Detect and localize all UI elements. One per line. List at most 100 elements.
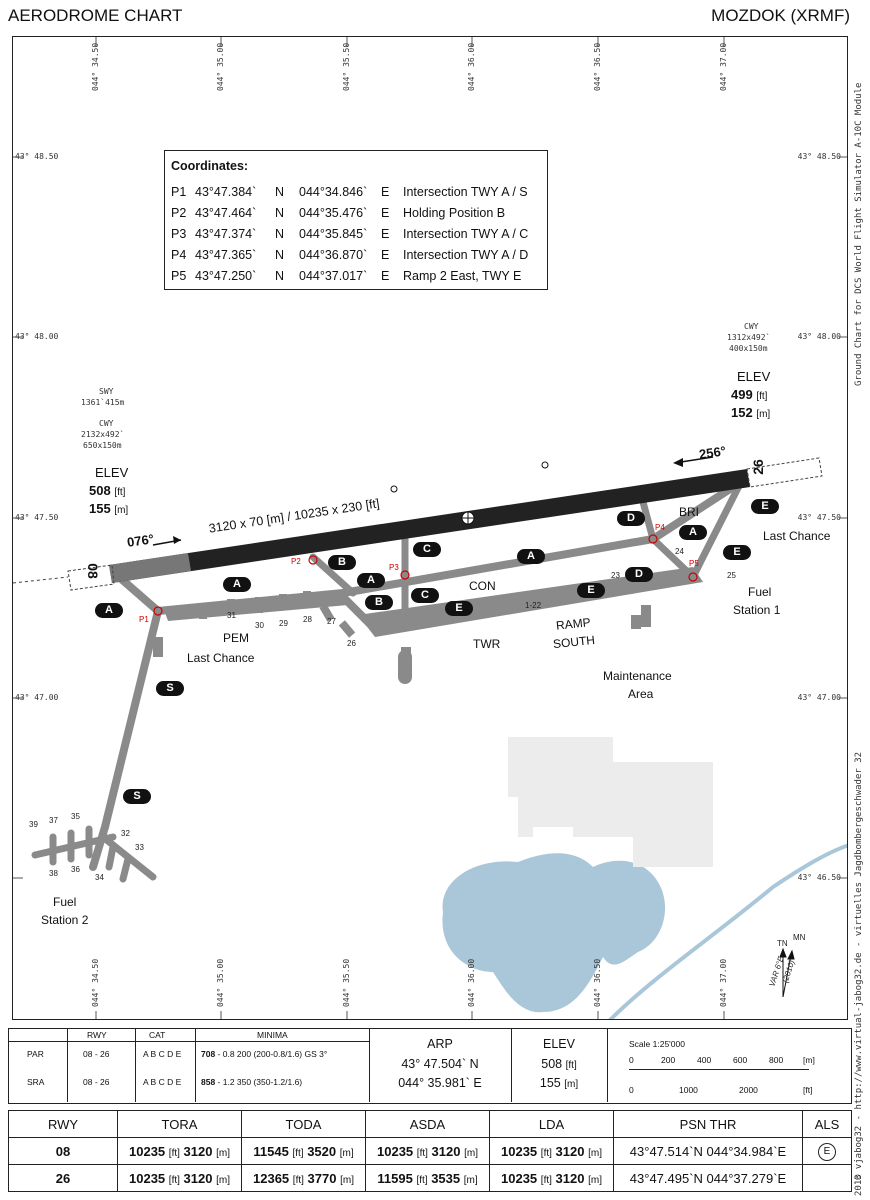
stand-number: 36 <box>71 865 80 874</box>
cwy-west-dim2: 650x150m <box>83 441 122 450</box>
cwy-west-label: CWY <box>99 419 114 428</box>
north-arrows <box>779 947 795 998</box>
stand-number: 31 <box>227 611 236 620</box>
maintenance-a: Maintenance <box>603 669 672 683</box>
lat-label-1: 43° 48.50 <box>15 152 59 161</box>
lon-label-1: 044° 34.50 <box>91 42 100 91</box>
arp-lat: 43° 47.504` N <box>401 1057 479 1071</box>
lat-label-5: 43° 46.50 <box>797 873 841 882</box>
minima-header-cat: CAT <box>149 1030 166 1040</box>
lon-label-2b: 044° 35.00 <box>216 958 225 1007</box>
point-label: P1 <box>139 615 149 624</box>
side-product: Ground Chart for DCS World Flight Simula… <box>854 82 864 386</box>
stand-number: 26 <box>347 639 356 648</box>
point-label: P2 <box>291 557 301 566</box>
minima-sra-value: 858 - 1.2 350 (350-1.2/1.6) <box>201 1077 303 1087</box>
cwy-east-dim1: 1312x492` <box>727 333 771 342</box>
lon-label-6: 044° 37.00 <box>719 42 728 91</box>
mn-label: MN <box>793 933 806 942</box>
elev-east-ft: 499 [ft] <box>731 387 768 402</box>
lat-label-3: 43° 47.50 <box>15 513 59 522</box>
point-label: P4 <box>655 523 665 532</box>
taxiway-badge: B <box>365 595 393 610</box>
minima-header-rwy: RWY <box>87 1030 107 1040</box>
side-credit: © vjabog32 - http://www.virtual-jabog32.… <box>854 751 864 1180</box>
runway <box>13 457 823 591</box>
fuel-station-1-b: Station 1 <box>733 603 781 617</box>
stand-number: 32 <box>121 829 130 838</box>
taxiway-badge: E <box>445 601 473 616</box>
cwy-east-label: CWY <box>744 322 759 331</box>
elev-m: 155 [m] <box>539 1076 579 1090</box>
map-graphics <box>13 37 847 1019</box>
runway-number-west: 08 <box>84 563 101 579</box>
minima-sra-type: SRA <box>27 1077 45 1087</box>
coordinates-title: Coordinates: <box>171 159 249 173</box>
con-label: CON <box>469 579 496 593</box>
lon-label-3b: 044° 35.50 <box>342 958 351 1007</box>
swy-dim: 1361`415m <box>81 398 125 407</box>
lon-label-4: 044° 36.00 <box>467 42 476 91</box>
elev-east-m: 152 [m] <box>731 405 771 420</box>
taxiway-badge: D <box>625 567 653 582</box>
stand-number: 33 <box>135 843 144 852</box>
scale-title: Scale 1:25'000 <box>629 1039 685 1049</box>
maintenance-b: Area <box>628 687 654 701</box>
taxiway-badge: S <box>156 681 184 696</box>
lon-label-3: 044° 35.50 <box>342 42 351 91</box>
als-badge: E <box>818 1142 836 1161</box>
lon-label-4b: 044° 36.00 <box>467 958 476 1007</box>
pem-label: PEM <box>223 631 250 645</box>
fuel-station-1-a: Fuel <box>748 585 772 599</box>
arp-title: ARP <box>427 1037 453 1051</box>
minima-header-minima: MINIMA <box>257 1030 288 1040</box>
lat-label-2: 43° 48.00 <box>15 332 59 341</box>
point-label: P3 <box>389 563 399 572</box>
lat-label-2r: 43° 48.00 <box>797 332 841 341</box>
stand-number: 30 <box>255 621 264 630</box>
taxiway-badge: E <box>751 499 779 514</box>
minima-sra-cat: A B C D E <box>143 1077 182 1087</box>
stand-number: 23 <box>611 571 620 580</box>
stand-number: 38 <box>49 869 58 878</box>
table-row: 26 10235 [ft] 3120 [m] 12365 [ft] 3770 [… <box>8 1164 852 1192</box>
runway-number-east: 26 <box>749 459 766 475</box>
cwy-east-dim2: 400x150m <box>729 344 768 353</box>
lon-label-5: 044° 36.50 <box>593 42 602 91</box>
taxiway-badge: A <box>679 525 707 540</box>
tn-label: TN <box>777 939 788 948</box>
stand-number: 34 <box>95 873 104 882</box>
minima-par-value: 708 - 0.8 200 (200-0.8/1.6) GS 3° <box>201 1049 328 1059</box>
cwy-west-dim1: 2132x492` <box>81 430 125 439</box>
tower-label: TWR <box>473 637 501 651</box>
lon-label-5b: 044° 36.50 <box>593 958 602 1007</box>
arp-lon: 044° 35.981` E <box>398 1076 482 1090</box>
stand-number: 25 <box>727 571 736 580</box>
elev-ft: 508 [ft] <box>541 1057 577 1071</box>
stand-number: 24 <box>675 547 684 556</box>
stand-number: 37 <box>49 816 58 825</box>
stand-number: 39 <box>29 820 38 829</box>
table-row: 08 10235 [ft] 3120 [m] 11545 [ft] 3520 [… <box>8 1137 852 1165</box>
stand-number: 27 <box>327 617 336 626</box>
table-header-row: RWY TORA TODA ASDA LDA PSN THR ALS <box>8 1110 852 1138</box>
stand-number: 35 <box>71 812 80 821</box>
lat-label-4r: 43° 47.00 <box>797 693 841 702</box>
side-year: 2013 <box>854 1174 864 1196</box>
stand-range: 1-22 <box>525 601 542 610</box>
taxiway-badge: A <box>223 577 251 592</box>
lat-label-3r: 43° 47.50 <box>797 513 841 522</box>
lon-label-1b: 044° 34.50 <box>91 958 100 1007</box>
taxiway-badge: D <box>617 511 645 526</box>
coordinates-box: Coordinates: P1 43°47.384` N 044°34.846` E In… <box>164 150 548 290</box>
airport-name: MOZDOK (XRMF) <box>711 6 850 25</box>
taxiway-badge: E <box>577 583 605 598</box>
elev-west-title: ELEV <box>95 465 129 480</box>
minima-par-cat: A B C D E <box>143 1049 182 1059</box>
fuel-station-2-b: Station 2 <box>41 913 89 927</box>
intersection-markers <box>153 534 698 616</box>
runway-distances-table: RWY TORA TODA ASDA LDA PSN THR ALS 08 10… <box>8 1110 852 1192</box>
taxiway-badge: C <box>411 588 439 603</box>
minima-sra-rwy: 08 - 26 <box>83 1077 110 1087</box>
chart-title: AERODROME CHART <box>8 6 183 25</box>
